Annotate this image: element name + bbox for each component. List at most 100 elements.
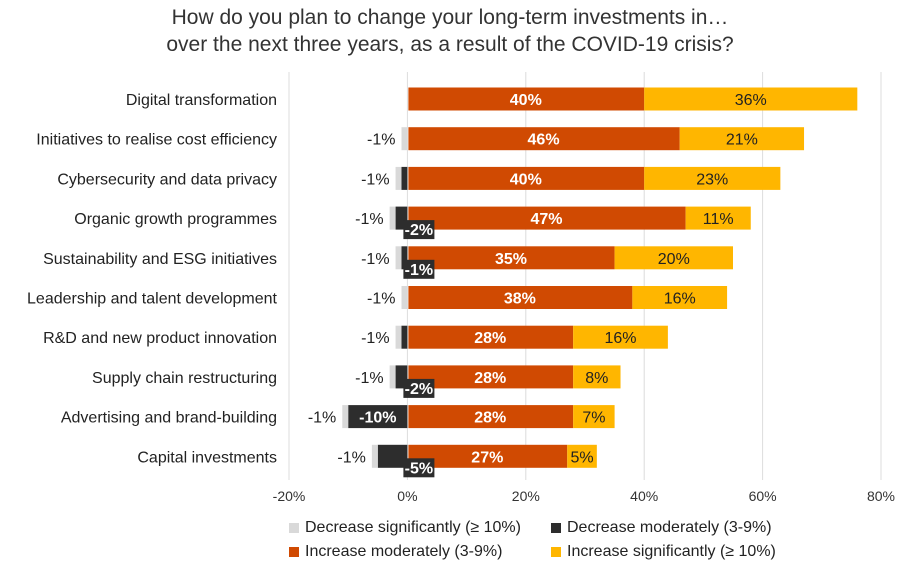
bar-decrease-significantly-sustainability-and-esg-initiatives bbox=[395, 246, 402, 270]
x-tick-label-0: -20% bbox=[273, 488, 306, 504]
data-label-increase-moderately-capital-investments: 27% bbox=[471, 449, 503, 466]
data-label-increase-significantly-supply-chain-restructuring: 8% bbox=[585, 370, 608, 387]
bar-increase-significantly-sustainability-and-esg-initiatives bbox=[614, 246, 733, 270]
data-label-increase-moderately-cybersecurity-and-data-privacy: 40% bbox=[510, 171, 542, 188]
data-label-increase-moderately-sustainability-and-esg-initiatives: 35% bbox=[495, 251, 527, 268]
data-label-decrease-significantly-initiatives-to-realise-cost-efficiency: -1% bbox=[367, 132, 395, 149]
data-label-decrease-significantly-sustainability-and-esg-initiatives: -1% bbox=[361, 251, 389, 268]
x-tick-label-1: 0% bbox=[397, 488, 417, 504]
data-label-increase-significantly-leadership-and-talent-development: 16% bbox=[664, 291, 696, 308]
bar-increase-significantly-r-d-and-new-product-innovation bbox=[573, 325, 668, 349]
chart-title: How do you plan to change your long-term… bbox=[0, 4, 900, 58]
data-label-decrease-moderately-capital-investments: -5% bbox=[405, 460, 433, 477]
data-label-increase-significantly-organic-growth-programmes: 11% bbox=[703, 211, 734, 228]
bar-decrease-significantly-capital-investments bbox=[371, 444, 378, 468]
category-label-advertising-and-brand-building: Advertising and brand-building bbox=[61, 410, 277, 427]
data-label-decrease-moderately-supply-chain-restructuring: -2% bbox=[405, 381, 433, 398]
category-label-initiatives-to-realise-cost-efficiency: Initiatives to realise cost efficiency bbox=[36, 132, 277, 149]
data-label-decrease-significantly-capital-investments: -1% bbox=[337, 449, 365, 466]
data-label-decrease-moderately-organic-growth-programmes: -2% bbox=[405, 222, 433, 239]
data-label-decrease-moderately-sustainability-and-esg-initiatives: -1% bbox=[405, 262, 433, 279]
data-label-increase-moderately-initiatives-to-realise-cost-efficiency: 46% bbox=[528, 132, 560, 149]
bar-increase-moderately-initiatives-to-realise-cost-efficiency bbox=[408, 127, 680, 151]
bar-increase-moderately-supply-chain-restructuring bbox=[408, 365, 574, 389]
legend-swatch-increase-significantly bbox=[551, 547, 561, 557]
data-label-increase-significantly-sustainability-and-esg-initiatives: 20% bbox=[658, 251, 690, 268]
legend-label-decrease-moderately: Decrease moderately (3-9%) bbox=[567, 519, 772, 536]
legend-swatch-decrease-moderately bbox=[551, 523, 561, 533]
category-label-cybersecurity-and-data-privacy: Cybersecurity and data privacy bbox=[57, 171, 277, 188]
legend-swatch-decrease-significantly bbox=[289, 523, 299, 533]
legend-label-decrease-significantly: Decrease significantly (≥ 10%) bbox=[305, 519, 521, 536]
bar-increase-moderately-digital-transformation bbox=[408, 87, 645, 111]
bar-increase-moderately-organic-growth-programmes bbox=[408, 206, 686, 230]
legend-item-increase-significantly: Increase significantly (≥ 10%) bbox=[549, 543, 776, 561]
bar-decrease-significantly-leadership-and-talent-development bbox=[401, 286, 408, 309]
bar-increase-significantly-digital-transformation bbox=[644, 87, 858, 111]
data-label-increase-significantly-initiatives-to-realise-cost-efficiency: 21% bbox=[726, 132, 758, 149]
x-tick-label-3: 40% bbox=[630, 488, 658, 504]
bar-increase-moderately-sustainability-and-esg-initiatives bbox=[408, 246, 615, 270]
data-label-increase-significantly-cybersecurity-and-data-privacy: 23% bbox=[696, 171, 728, 188]
data-label-increase-moderately-organic-growth-programmes: 47% bbox=[531, 211, 563, 228]
data-label-decrease-significantly-organic-growth-programmes: -1% bbox=[355, 211, 383, 228]
bar-increase-moderately-cybersecurity-and-data-privacy bbox=[408, 166, 645, 190]
bar-increase-significantly-capital-investments bbox=[567, 444, 597, 468]
category-label-digital-transformation: Digital transformation bbox=[126, 92, 277, 109]
category-label-capital-investments: Capital investments bbox=[137, 449, 277, 466]
category-label-leadership-and-talent-development: Leadership and talent development bbox=[27, 291, 278, 308]
data-label-increase-significantly-digital-transformation: 36% bbox=[735, 92, 767, 109]
bar-decrease-moderately-capital-investments bbox=[377, 444, 408, 468]
data-label-decrease-moderately-advertising-and-brand-building: -10% bbox=[359, 410, 396, 427]
chart-title-line-2: over the next three years, as a result o… bbox=[166, 33, 734, 56]
bar-increase-moderately-advertising-and-brand-building bbox=[408, 405, 574, 429]
bar-decrease-significantly-advertising-and-brand-building bbox=[342, 405, 349, 429]
data-label-decrease-significantly-r-d-and-new-product-innovation: -1% bbox=[361, 330, 389, 347]
bar-decrease-moderately-sustainability-and-esg-initiatives bbox=[401, 246, 408, 270]
data-label-increase-moderately-supply-chain-restructuring: 28% bbox=[474, 370, 506, 387]
bar-increase-moderately-capital-investments bbox=[408, 444, 568, 468]
data-label-decrease-significantly-leadership-and-talent-development: -1% bbox=[367, 291, 395, 308]
bar-decrease-moderately-supply-chain-restructuring bbox=[395, 365, 408, 389]
bar-decrease-significantly-initiatives-to-realise-cost-efficiency bbox=[401, 127, 408, 151]
data-label-increase-moderately-digital-transformation: 40% bbox=[510, 92, 542, 109]
data-label-increase-moderately-leadership-and-talent-development: 38% bbox=[504, 291, 536, 308]
data-label-box-decrease-moderately-sustainability-and-esg-initiatives bbox=[403, 259, 435, 279]
legend-item-decrease-significantly: Decrease significantly (≥ 10%) bbox=[287, 519, 549, 537]
bar-decrease-moderately-cybersecurity-and-data-privacy bbox=[401, 166, 408, 190]
category-label-sustainability-and-esg-initiatives: Sustainability and ESG initiatives bbox=[43, 251, 277, 268]
bar-decrease-moderately-organic-growth-programmes bbox=[395, 206, 408, 230]
data-label-box-decrease-moderately-supply-chain-restructuring bbox=[403, 378, 435, 398]
bar-increase-significantly-leadership-and-talent-development bbox=[632, 286, 728, 309]
legend: Decrease significantly (≥ 10%) Decrease … bbox=[287, 516, 776, 564]
bar-decrease-moderately-advertising-and-brand-building bbox=[348, 405, 408, 429]
x-tick-label-2: 20% bbox=[512, 488, 540, 504]
data-label-increase-moderately-advertising-and-brand-building: 28% bbox=[474, 410, 506, 427]
legend-swatch-increase-moderately bbox=[289, 547, 299, 557]
bar-decrease-significantly-supply-chain-restructuring bbox=[389, 365, 396, 389]
bar-decrease-moderately-r-d-and-new-product-innovation bbox=[401, 325, 408, 349]
bar-increase-moderately-r-d-and-new-product-innovation bbox=[408, 325, 574, 349]
data-label-decrease-significantly-cybersecurity-and-data-privacy: -1% bbox=[361, 171, 389, 188]
bar-increase-significantly-advertising-and-brand-building bbox=[573, 405, 615, 429]
bar-decrease-significantly-cybersecurity-and-data-privacy bbox=[395, 166, 402, 190]
bar-increase-significantly-initiatives-to-realise-cost-efficiency bbox=[679, 127, 805, 151]
legend-label-increase-moderately: Increase moderately (3-9%) bbox=[305, 543, 503, 560]
legend-item-decrease-moderately: Decrease moderately (3-9%) bbox=[549, 519, 772, 537]
data-label-increase-moderately-r-d-and-new-product-innovation: 28% bbox=[474, 330, 506, 347]
bar-decrease-significantly-organic-growth-programmes bbox=[389, 206, 396, 230]
bar-increase-significantly-supply-chain-restructuring bbox=[573, 365, 621, 389]
bar-increase-significantly-cybersecurity-and-data-privacy bbox=[644, 166, 781, 190]
data-label-decrease-significantly-advertising-and-brand-building: -1% bbox=[308, 410, 336, 427]
data-label-box-decrease-moderately-capital-investments bbox=[403, 458, 435, 478]
legend-item-increase-moderately: Increase moderately (3-9%) bbox=[287, 543, 549, 561]
bar-increase-moderately-leadership-and-talent-development bbox=[408, 286, 633, 309]
x-tick-label-4: 60% bbox=[749, 488, 777, 504]
bar-increase-significantly-organic-growth-programmes bbox=[685, 206, 751, 230]
bar-decrease-significantly-r-d-and-new-product-innovation bbox=[395, 325, 402, 349]
data-label-box-decrease-moderately-organic-growth-programmes bbox=[403, 220, 435, 240]
chart-title-line-1: How do you plan to change your long-term… bbox=[171, 6, 729, 29]
x-tick-label-5: 80% bbox=[867, 488, 895, 504]
data-label-increase-significantly-capital-investments: 5% bbox=[570, 449, 593, 466]
